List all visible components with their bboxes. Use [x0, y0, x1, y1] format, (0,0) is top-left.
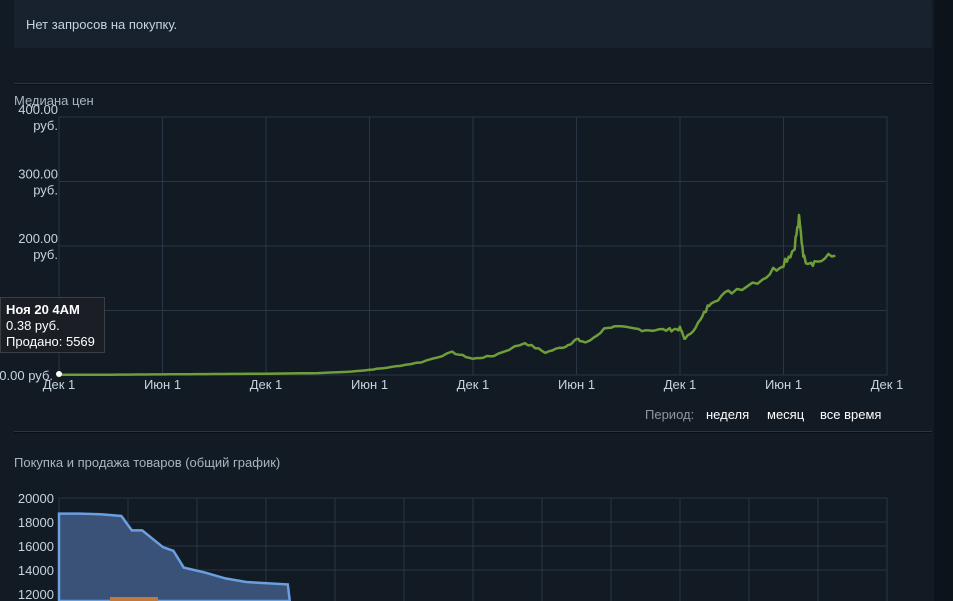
median-x-tick-label: Дек 1 — [457, 377, 490, 392]
median-chart-title: Медиана цен — [14, 93, 94, 108]
median-grid — [58, 116, 888, 376]
median-x-tick-label: Дек 1 — [664, 377, 697, 392]
median-x-tick-label: Дек 1 — [871, 377, 904, 392]
volume-y-tick-label: 12000 — [18, 587, 54, 601]
median-price-line[interactable] — [58, 213, 836, 377]
period-week-button[interactable]: неделя — [706, 407, 750, 422]
divider-top — [14, 83, 932, 85]
period-all-time-button[interactable]: все время — [820, 407, 882, 422]
tooltip-price: 0.38 руб. — [6, 318, 60, 333]
median-x-tick-label: Июн 1 — [558, 377, 595, 392]
volume-grid — [58, 497, 888, 601]
buy-requests-text: Нет запросов на покупку. — [26, 17, 178, 32]
volume-y-tick-label: 16000 — [18, 539, 54, 554]
tooltip-sold: Продано: 5569 — [6, 334, 95, 349]
median-x-tick-label: Дек 1 — [43, 377, 76, 392]
median-y-tick-label: руб. — [33, 247, 58, 262]
period-month-button[interactable]: месяц — [767, 407, 805, 422]
median-x-tick-label: Июн 1 — [351, 377, 388, 392]
page-edge-strip — [934, 0, 953, 601]
median-y-tick-label: 300.00 — [18, 167, 58, 182]
hover-point[interactable] — [56, 371, 62, 377]
median-y-tick-label: 200.00 — [18, 231, 58, 246]
buy-requests-panel: Нет запросов на покупку. — [14, 0, 932, 48]
price-tooltip: Ноя 20 4AM 0.38 руб. Продано: 5569 — [0, 297, 105, 353]
median-x-tick-label: Июн 1 — [144, 377, 181, 392]
median-x-axis: Дек 1 Июн 1 Дек 1 Июн 1 Дек 1 Июн 1 Дек 1 Июн 1… — [43, 377, 904, 392]
median-y-tick-label: 0.00 руб. — [0, 368, 53, 383]
volume-area[interactable] — [57, 512, 292, 601]
volume-y-tick-label: 20000 — [18, 491, 54, 506]
median-x-tick-label: Дек 1 — [250, 377, 283, 392]
volume-y-axis: 20000 18000 16000 14000 12000 — [18, 491, 54, 601]
median-y-tick-label: 400.00 — [18, 102, 58, 117]
volume-y-tick-label: 14000 — [18, 563, 54, 578]
period-label: Период: — [645, 407, 695, 422]
tooltip-date: Ноя 20 4AM — [6, 302, 80, 317]
median-y-tick-label: руб. — [33, 183, 58, 198]
volume-chart-title: Покупка и продажа товаров (общий график) — [14, 455, 281, 470]
volume-y-tick-label: 18000 — [18, 515, 54, 530]
median-x-tick-label: Июн 1 — [765, 377, 802, 392]
median-y-tick-label: руб. — [33, 118, 58, 133]
volume-bar-marker — [110, 597, 158, 601]
divider-middle — [14, 431, 932, 433]
